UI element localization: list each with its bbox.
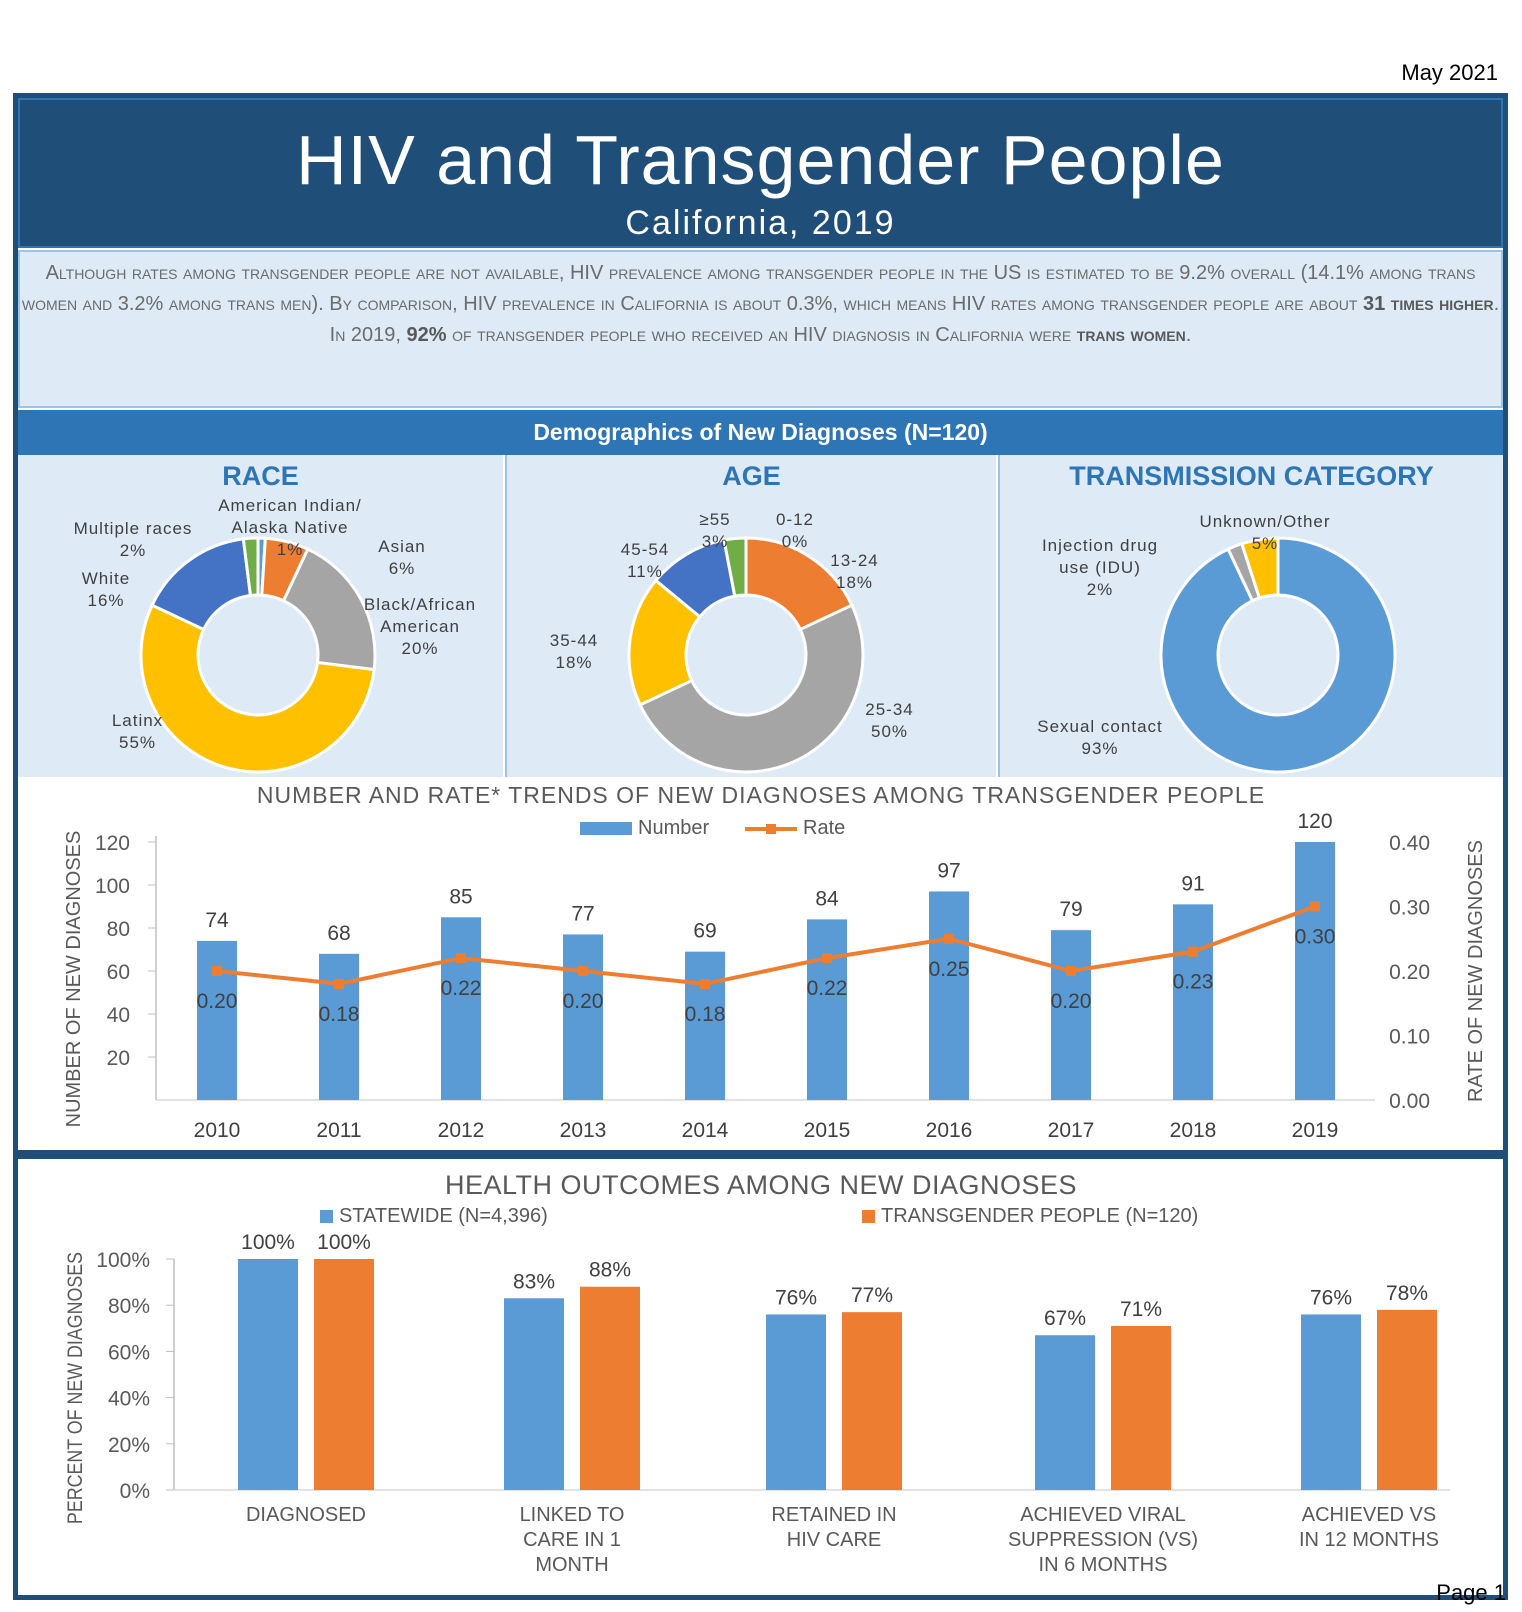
category-line: SUPPRESSION (VS) bbox=[1007, 1529, 1199, 1551]
legend-statewide: STATEWIDE (N=4,396) bbox=[320, 1205, 548, 1228]
transmission-title: TRANSMISSION CATEGORY bbox=[1069, 461, 1434, 491]
intro-part: Although rates among transgender people … bbox=[21, 262, 1476, 315]
category-line: ACHIEVED VIRAL bbox=[1020, 1504, 1186, 1526]
pie-label: American Indian/ Alaska Native 1% bbox=[218, 496, 362, 559]
page-subtitle: California, 2019 bbox=[625, 204, 896, 242]
category-line: ACHIEVED VS bbox=[1301, 1504, 1437, 1526]
page-number: Page 1 bbox=[1436, 1580, 1506, 1605]
legend-label: Rate bbox=[803, 817, 846, 839]
header-banner: HIV and Transgender People California, 2… bbox=[18, 98, 1503, 248]
x-category-label: ACHIEVED VS IN 12 MONTHS bbox=[1259, 1503, 1479, 1553]
pie-label: Injection drug use (IDU) 2% bbox=[1041, 536, 1159, 599]
legend-rate: Rate bbox=[745, 817, 845, 840]
intro-part: of transgender people who received an HI… bbox=[446, 324, 1077, 346]
demographics-heading: Demographics of New Diagnoses (N=120) bbox=[18, 410, 1503, 455]
pie-label: Sexual contact 93% bbox=[1037, 717, 1163, 758]
intro-part: . In 2019, bbox=[329, 293, 1500, 346]
age-title: AGE bbox=[722, 461, 781, 491]
pie-label: 25-34 50% bbox=[865, 700, 914, 741]
pie-label: White 16% bbox=[81, 569, 131, 610]
trend-chart-title: NUMBER AND RATE* TRENDS OF NEW DIAGNOSES… bbox=[256, 782, 1266, 808]
legend-label: Number bbox=[638, 817, 710, 839]
age-panel: AGE bbox=[505, 455, 996, 777]
report-date: May 2021 bbox=[1401, 60, 1498, 85]
category-line: DIAGNOSED bbox=[245, 1504, 367, 1526]
legend-transgender: TRANSGENDER PEOPLE (N=120) bbox=[862, 1205, 1198, 1228]
category-line: IN 12 MONTHS bbox=[1298, 1529, 1440, 1551]
pie-label: 0-12 0% bbox=[775, 510, 815, 551]
pie-label: 45-54 11% bbox=[620, 540, 670, 581]
pie-label: Black/African American 20% bbox=[363, 595, 477, 658]
pie-label: Unknown/Other 5% bbox=[1199, 512, 1331, 553]
pie-label: 35-44 18% bbox=[549, 631, 599, 672]
pie-label: 13-24 18% bbox=[830, 551, 879, 592]
pie-label: ≥55 3% bbox=[699, 510, 731, 551]
legend-marker bbox=[766, 823, 776, 834]
category-line: MONTH bbox=[535, 1554, 609, 1576]
race-title: RACE bbox=[222, 461, 299, 491]
intro-text: Although rates among transgender people … bbox=[18, 250, 1503, 408]
intro-emphasis: 92% bbox=[406, 324, 447, 346]
x-category-label: DIAGNOSED bbox=[196, 1503, 416, 1528]
pie-label: Multiple races 2% bbox=[73, 519, 193, 560]
category-line: LINKED TO bbox=[519, 1504, 625, 1526]
category-line: RETAINED IN bbox=[771, 1504, 897, 1526]
legend-number: Number bbox=[580, 817, 709, 840]
x-category-label: RETAINED IN HIV CARE bbox=[724, 1503, 944, 1553]
pie-label: Asian 6% bbox=[378, 537, 426, 578]
health-outcomes-title: HEALTH OUTCOMES AMONG NEW DIAGNOSES bbox=[444, 1170, 1078, 1200]
x-category-label: ACHIEVED VIRAL SUPPRESSION (VS) IN 6 MONTH… bbox=[993, 1503, 1213, 1578]
x-category-label: LINKED TO CARE IN 1 MONTH bbox=[462, 1503, 682, 1578]
section-divider bbox=[18, 1150, 1503, 1159]
category-line: CARE IN 1 bbox=[523, 1529, 621, 1551]
page-title: HIV and Transgender People bbox=[296, 121, 1225, 199]
intro-emphasis: trans women bbox=[1076, 324, 1186, 346]
intro-part: . bbox=[1185, 324, 1192, 346]
category-line: HIV CARE bbox=[786, 1529, 882, 1551]
legend-swatch bbox=[580, 822, 632, 835]
pie-label: Latinx 55% bbox=[111, 711, 164, 752]
category-line: IN 6 MONTHS bbox=[1038, 1554, 1168, 1576]
legend-swatch bbox=[320, 1210, 333, 1223]
intro-emphasis: 31 times higher bbox=[1362, 293, 1494, 315]
legend-label: TRANSGENDER PEOPLE (N=120) bbox=[881, 1205, 1199, 1227]
legend-label: STATEWIDE (N=4,396) bbox=[339, 1205, 548, 1227]
legend-swatch bbox=[745, 823, 797, 834]
legend-swatch bbox=[862, 1210, 875, 1223]
